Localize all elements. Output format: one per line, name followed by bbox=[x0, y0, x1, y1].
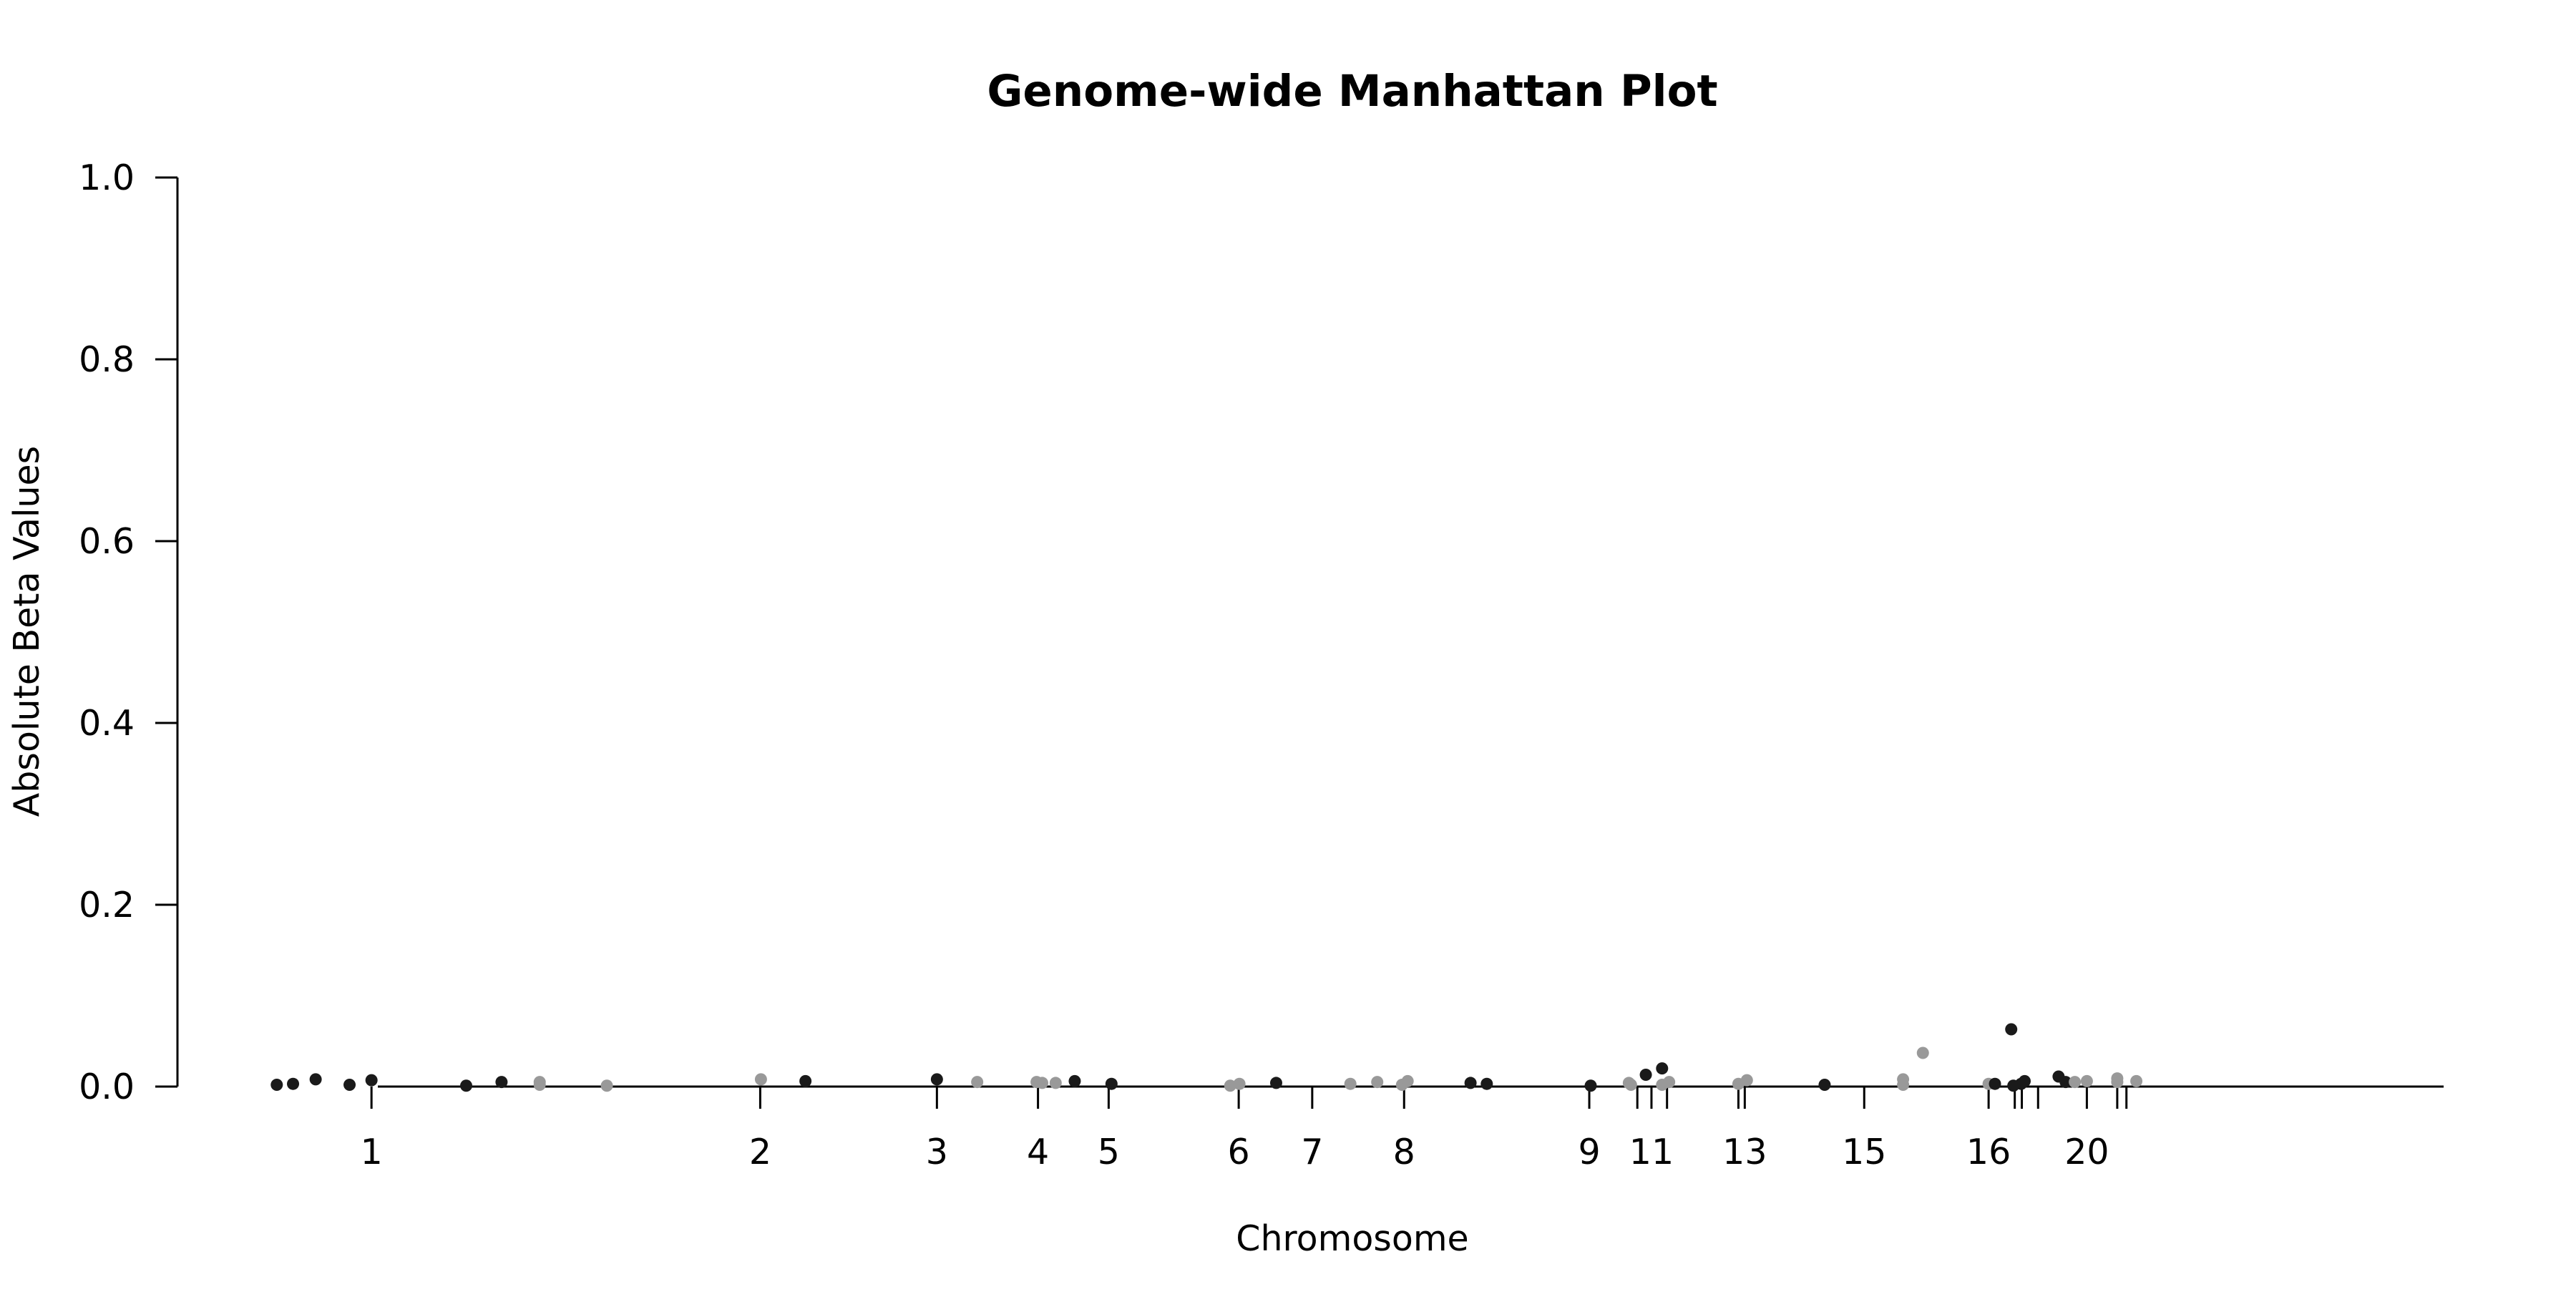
y-axis-label: Absolute Beta Values bbox=[6, 446, 47, 817]
data-point bbox=[1233, 1077, 1246, 1090]
x-tick-label: 9 bbox=[1578, 1132, 1600, 1172]
data-point bbox=[1049, 1077, 1062, 1089]
data-point bbox=[1639, 1068, 1652, 1081]
y-tick-label: 0.4 bbox=[79, 703, 135, 744]
y-tick-label: 0.0 bbox=[79, 1067, 135, 1107]
x-tick-label: 8 bbox=[1393, 1132, 1415, 1172]
x-tick-label: 7 bbox=[1301, 1132, 1323, 1172]
data-point bbox=[287, 1077, 300, 1090]
data-points bbox=[270, 1023, 2143, 1092]
data-point bbox=[343, 1078, 356, 1091]
data-point bbox=[270, 1078, 283, 1091]
x-tick-label: 16 bbox=[1966, 1132, 2011, 1172]
data-point bbox=[1105, 1077, 1118, 1090]
chart-title: Genome-wide Manhattan Plot bbox=[987, 66, 1717, 117]
data-point bbox=[1480, 1077, 1493, 1090]
data-point bbox=[1818, 1078, 1831, 1091]
data-point bbox=[460, 1079, 473, 1092]
data-point bbox=[1464, 1077, 1477, 1089]
x-tick-label: 13 bbox=[1722, 1132, 1767, 1172]
data-point bbox=[2111, 1076, 2124, 1089]
data-point bbox=[2018, 1074, 2031, 1087]
data-point bbox=[1989, 1077, 2001, 1090]
data-point bbox=[1740, 1074, 1753, 1087]
data-point bbox=[1916, 1046, 1929, 1059]
data-point bbox=[1068, 1074, 1081, 1087]
x-tick-label: 3 bbox=[926, 1132, 948, 1172]
data-point bbox=[1344, 1077, 1357, 1090]
data-point bbox=[1897, 1078, 1910, 1091]
data-point bbox=[1401, 1074, 1414, 1087]
data-point bbox=[1663, 1076, 1676, 1089]
y-tick-label: 0.2 bbox=[79, 885, 135, 926]
data-point bbox=[1624, 1078, 1637, 1091]
data-point bbox=[1269, 1077, 1282, 1089]
y-tick-label: 0.6 bbox=[79, 521, 135, 562]
x-axis-ticks: 1 2 3 4 5 6 7 8 9 11 13 15 16 20 bbox=[361, 1087, 2128, 1172]
data-point bbox=[1224, 1079, 1236, 1092]
data-point bbox=[365, 1074, 378, 1087]
data-point bbox=[1371, 1076, 1384, 1089]
data-point bbox=[309, 1073, 322, 1086]
y-tick-label: 1.0 bbox=[79, 157, 135, 198]
x-tick-label: 20 bbox=[2064, 1132, 2109, 1172]
y-axis-ticks: 0.0 0.2 0.4 0.6 0.8 1.0 bbox=[79, 157, 177, 1107]
data-point bbox=[2130, 1074, 2143, 1087]
x-tick-label: 15 bbox=[1842, 1132, 1886, 1172]
data-point bbox=[971, 1076, 984, 1089]
y-tick-label: 0.8 bbox=[79, 339, 135, 380]
x-tick-label: 6 bbox=[1228, 1132, 1250, 1172]
x-tick-label: 1 bbox=[361, 1132, 383, 1172]
data-point bbox=[2059, 1076, 2072, 1089]
x-axis-label: Chromosome bbox=[1236, 1218, 1468, 1259]
x-tick-label: 2 bbox=[749, 1132, 771, 1172]
data-point bbox=[600, 1079, 613, 1092]
data-point bbox=[799, 1074, 812, 1087]
data-point bbox=[2080, 1074, 2093, 1087]
x-tick-label: 11 bbox=[1629, 1132, 1674, 1172]
x-tick-label: 4 bbox=[1027, 1132, 1049, 1172]
data-point bbox=[1036, 1077, 1049, 1089]
data-point bbox=[754, 1073, 767, 1086]
data-point bbox=[2069, 1076, 2082, 1089]
data-point bbox=[1656, 1062, 1669, 1075]
x-tick-label: 5 bbox=[1098, 1132, 1120, 1172]
data-point bbox=[1584, 1079, 1597, 1092]
data-point bbox=[533, 1078, 546, 1091]
data-point bbox=[930, 1073, 943, 1086]
data-point bbox=[495, 1076, 508, 1089]
data-point bbox=[2005, 1023, 2018, 1036]
